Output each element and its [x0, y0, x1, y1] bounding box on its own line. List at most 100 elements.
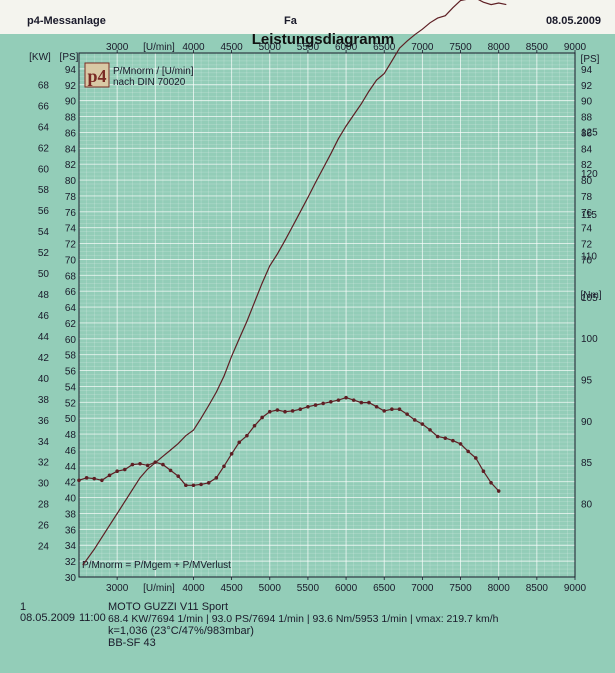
ps-tick-label-left: 78	[65, 192, 77, 203]
ps-tick-label-right: 82	[581, 160, 593, 171]
footer-date: 08.05.2009	[20, 612, 76, 624]
torque-point	[329, 399, 333, 404]
ps-axis-unit-right: [PS]	[581, 54, 600, 65]
x-tick-label: 7000	[411, 583, 434, 594]
ps-tick-label-left: 74	[65, 224, 77, 235]
torque-point	[145, 463, 150, 468]
ps-tick-label-left: 44	[65, 462, 77, 473]
torque-point	[397, 407, 402, 412]
kw-tick-label: 42	[38, 353, 50, 364]
x-tick-label-top: 7000	[411, 42, 434, 53]
ps-tick-label-left: 90	[65, 97, 77, 108]
ps-tick-label-left: 82	[65, 160, 77, 171]
kw-tick-label: 30	[38, 479, 50, 490]
x-tick-label: 3000	[106, 583, 129, 594]
formula-label: P/Mnorm = P/Mgem + P/MVerlust	[82, 560, 231, 571]
p4-logo: p4	[87, 66, 106, 86]
dyno-chart: Leistungsdiagramm 3000 3000 4000 4000 4500 450…	[29, 0, 602, 594]
nm-tick-label: 80	[581, 499, 593, 510]
kw-tick-label: 52	[38, 248, 50, 259]
kw-tick-label: 38	[38, 395, 50, 406]
x-tick-label-top: 5000	[259, 42, 282, 53]
torque-point	[214, 476, 219, 480]
x-tick-label: 9000	[564, 583, 587, 594]
torque-point	[336, 398, 341, 402]
ps-tick-label-left: 38	[65, 509, 77, 520]
torque-point	[428, 428, 432, 432]
torque-point	[321, 401, 325, 406]
torque-point	[283, 409, 287, 414]
ps-tick-label-left: 58	[65, 351, 77, 362]
torque-point	[222, 464, 226, 469]
ps-tick-label-left: 40	[65, 494, 77, 505]
ps-tick-label-left: 80	[65, 176, 77, 187]
ps-tick-label-left: 64	[65, 303, 77, 314]
kw-axis-unit: [KW]	[29, 52, 51, 63]
ps-tick-label-left: 32	[65, 557, 77, 568]
torque-point	[92, 476, 97, 481]
x-tick-label-top: 8000	[488, 42, 511, 53]
kw-tick-label: 62	[38, 143, 50, 154]
ps-tick-label-right: 84	[581, 144, 593, 155]
ps-tick-label-right: 78	[581, 192, 593, 203]
torque-point	[245, 433, 249, 438]
torque-point	[237, 440, 242, 445]
nm-tick-label: 95	[581, 375, 593, 386]
nm-tick-label: 85	[581, 458, 593, 469]
torque-point	[138, 461, 142, 466]
ps-tick-label-left: 42	[65, 478, 77, 489]
chart-title: Leistungsdiagramm	[252, 31, 395, 48]
ps-tick-label-left: 88	[65, 113, 77, 124]
torque-point	[435, 434, 440, 439]
ps-tick-label-right: 90	[581, 97, 593, 108]
torque-point	[290, 409, 295, 413]
ps-tick-label-left: 94	[65, 65, 77, 76]
kw-tick-label: 54	[38, 227, 50, 238]
x-tick-label: 4500	[220, 583, 243, 594]
x-tick-label-top: 6500	[373, 42, 396, 53]
legend-line-1: P/Mnorm / [U/min]	[113, 66, 194, 77]
torque-point	[359, 400, 364, 405]
x-tick-label-top: 8500	[526, 42, 549, 53]
torque-point	[168, 468, 173, 473]
ps-tick-label-left: 68	[65, 271, 77, 282]
plot-frame	[78, 52, 576, 578]
header-center-text: Fa	[284, 15, 297, 27]
torque-point	[412, 418, 417, 422]
footer-conditions: k=1,036 (23°C/47%/983mbar)	[108, 625, 254, 637]
torque-point	[130, 462, 135, 467]
x-tick-label: 8000	[488, 583, 511, 594]
kw-tick-label: 40	[38, 374, 50, 385]
torque-point	[184, 483, 188, 488]
nm-tick-label: 120	[581, 169, 598, 180]
ps-tick-label-left: 86	[65, 128, 77, 139]
nm-tick-label: 100	[581, 334, 598, 345]
torque-point	[252, 423, 257, 428]
torque-point	[229, 452, 234, 456]
torque-point	[260, 415, 264, 420]
torque-point	[77, 478, 81, 483]
torque-point	[84, 476, 89, 480]
p4-logo-box	[84, 62, 110, 88]
kw-tick-label: 26	[38, 521, 50, 532]
kw-tick-label: 24	[38, 542, 50, 553]
torque-point	[122, 467, 127, 472]
footer-number: 1	[20, 601, 27, 613]
torque-point	[458, 442, 463, 446]
kw-tick-label: 58	[38, 185, 50, 196]
torque-point	[481, 469, 486, 474]
x-tick-label-top: 4500	[220, 42, 243, 53]
x-axis-label: [U/min]	[143, 583, 175, 594]
nm-tick-label: 105	[581, 293, 598, 304]
ps-tick-label-left: 52	[65, 398, 77, 409]
nm-tick-label: 115	[581, 210, 597, 221]
torque-point	[107, 473, 112, 478]
torque-point	[351, 398, 356, 402]
torque-point	[206, 480, 211, 485]
ps-tick-label-left: 84	[65, 144, 77, 155]
ps-tick-label-left: 92	[65, 81, 77, 92]
x-tick-label-top: 3000	[106, 42, 129, 53]
torque-point	[374, 404, 379, 409]
nm-tick-label: 125	[581, 128, 598, 139]
ps-tick-label-right: 80	[581, 176, 593, 187]
